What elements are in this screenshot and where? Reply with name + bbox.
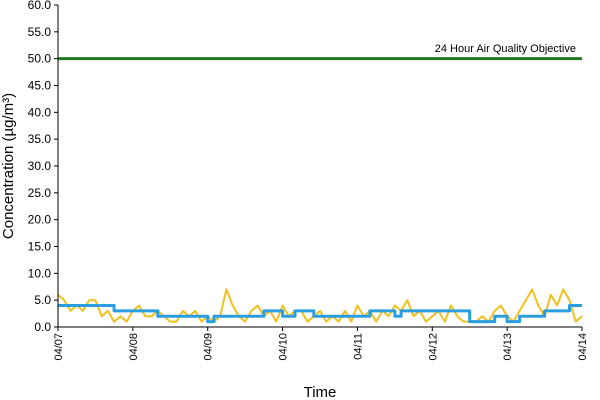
x-tick-label: 04/13 [502,333,514,361]
y-tick-label: 25.0 [28,186,52,200]
y-tick-label: 50.0 [28,52,52,66]
y-tick-label: 5.0 [34,293,51,307]
x-tick-label: 04/07 [53,333,65,361]
y-tick-label: 15.0 [28,240,52,254]
y-axis-title: Concentration (µg/m³) [0,93,17,239]
x-axis-title: Time [304,384,337,400]
axes: 0.0 5.0 10.0 15.0 20.0 25.0 30.0 35.0 40.0 45.0 50… [28,0,589,361]
y-tick-label: 60.0 [28,0,52,12]
series-line-2 [58,304,582,324]
series-line-1 [57,288,583,323]
y-tick-label: 0.0 [34,320,51,334]
y-tick-label: 55.0 [28,25,52,39]
y-tick-label: 45.0 [28,79,52,93]
plot-area [57,57,583,324]
x-tick-label: 04/12 [427,333,439,361]
x-tick-label: 04/10 [278,333,290,361]
y-tick-label: 10.0 [28,266,52,280]
objective-label: 24 Hour Air Quality Objective [435,43,576,55]
y-tick-label: 40.0 [28,105,52,119]
x-tick-label: 04/09 [203,333,215,361]
y-tick-label: 35.0 [28,132,52,146]
x-tick-label: 04/14 [577,333,589,361]
x-tick-label: 04/11 [352,333,364,360]
y-tick-label: 20.0 [28,213,52,227]
y-tick-label: 30.0 [28,159,52,173]
x-tick-label: 04/08 [128,333,140,361]
